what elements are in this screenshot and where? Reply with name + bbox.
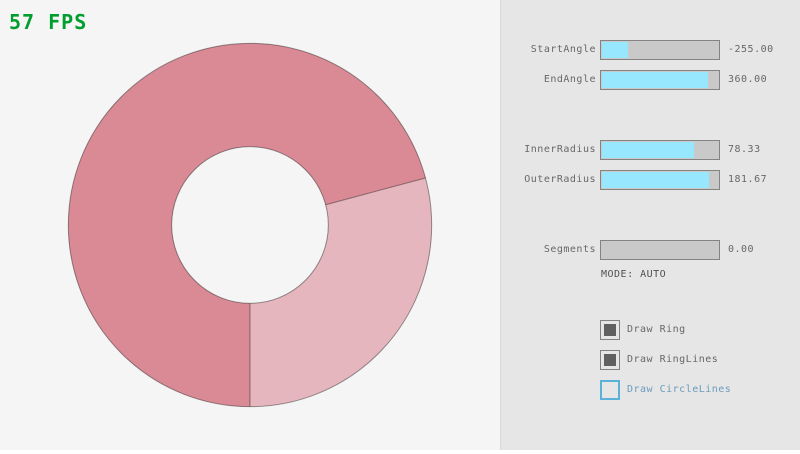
inner-radius-slider-fill bbox=[602, 142, 695, 158]
ring-inner-outline bbox=[171, 146, 329, 304]
segments-label: Segments bbox=[543, 244, 596, 255]
checkbox-row-draw-ring: Draw Ring bbox=[501, 320, 800, 340]
ring-sector-light bbox=[250, 177, 432, 407]
end-angle-slider[interactable] bbox=[600, 70, 720, 90]
start-angle-label: StartAngle bbox=[530, 44, 596, 55]
ring-sector-dark bbox=[68, 43, 426, 407]
outer-radius-label: OuterRadius bbox=[524, 174, 596, 185]
slider-row-end-angle: EndAngle 360.00 bbox=[501, 70, 800, 90]
segments-value: 0.00 bbox=[728, 244, 755, 255]
start-angle-slider[interactable] bbox=[600, 40, 720, 60]
draw-ring-checkbox[interactable] bbox=[600, 320, 620, 340]
slider-row-inner-radius: InnerRadius 78.33 bbox=[501, 140, 800, 160]
end-angle-slider-fill bbox=[602, 72, 709, 88]
controls-panel: StartAngle -255.00 EndAngle 360.00 Inner… bbox=[500, 0, 800, 450]
slider-row-start-angle: StartAngle -255.00 bbox=[501, 40, 800, 60]
draw-circlelines-label: Draw CircleLines bbox=[627, 384, 732, 395]
inner-radius-value: 78.33 bbox=[728, 144, 761, 155]
end-angle-label: EndAngle bbox=[543, 74, 596, 85]
inner-radius-slider[interactable] bbox=[600, 140, 720, 160]
start-angle-value: -255.00 bbox=[728, 44, 774, 55]
drawing-canvas: 57 FPS bbox=[9, 10, 433, 408]
end-angle-value: 360.00 bbox=[728, 74, 768, 85]
draw-ring-label: Draw Ring bbox=[627, 324, 686, 335]
fps-counter: 57 FPS bbox=[9, 10, 88, 34]
segments-mode-text: MODE: AUTO bbox=[601, 269, 667, 280]
segments-slider[interactable] bbox=[600, 240, 720, 260]
outer-radius-slider-fill bbox=[602, 172, 710, 188]
draw-ringlines-label: Draw RingLines bbox=[627, 354, 719, 365]
ring-cap-line-right bbox=[325, 177, 426, 206]
outer-radius-value: 181.67 bbox=[728, 174, 768, 185]
checkmark-icon bbox=[604, 354, 616, 366]
draw-ringlines-checkbox[interactable] bbox=[600, 350, 620, 370]
checkbox-row-draw-ringlines: Draw RingLines bbox=[501, 350, 800, 370]
checkbox-row-draw-circlelines: Draw CircleLines bbox=[501, 380, 800, 400]
slider-row-outer-radius: OuterRadius 181.67 bbox=[501, 170, 800, 190]
ring-outlines bbox=[67, 42, 433, 408]
ring-graphic bbox=[67, 42, 433, 408]
slider-row-segments: Segments 0.00 bbox=[501, 240, 800, 260]
start-angle-slider-fill bbox=[602, 42, 628, 58]
outer-radius-slider[interactable] bbox=[600, 170, 720, 190]
inner-radius-label: InnerRadius bbox=[524, 144, 596, 155]
ring-outer-outline bbox=[67, 42, 433, 408]
draw-circlelines-checkbox[interactable] bbox=[600, 380, 620, 400]
checkmark-icon bbox=[604, 324, 616, 336]
